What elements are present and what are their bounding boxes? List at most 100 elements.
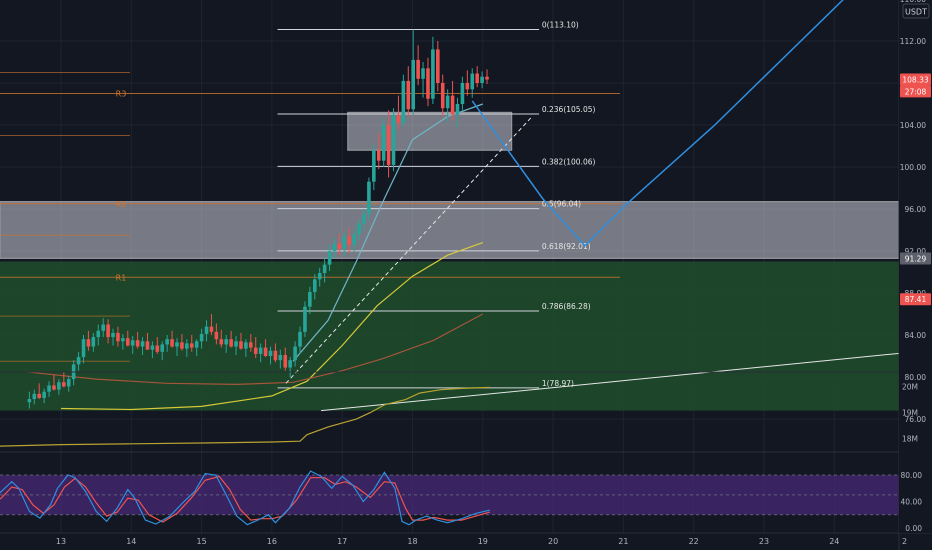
candle-body[interactable]: [401, 80, 406, 123]
candle-body[interactable]: [121, 338, 125, 342]
candle-body[interactable]: [106, 324, 110, 338]
candle-body[interactable]: [189, 343, 194, 348]
candle-body[interactable]: [37, 393, 42, 398]
candle-body[interactable]: [140, 341, 145, 347]
candle-body[interactable]: [283, 354, 288, 368]
candle-body[interactable]: [135, 340, 140, 347]
candle-body[interactable]: [455, 104, 460, 115]
candle-body[interactable]: [278, 354, 283, 361]
candle-body[interactable]: [480, 76, 484, 83]
candle-body[interactable]: [209, 326, 214, 332]
candle-body[interactable]: [391, 114, 396, 165]
candle-body[interactable]: [337, 243, 342, 249]
candle-body[interactable]: [258, 347, 263, 354]
candle-body[interactable]: [396, 114, 401, 123]
candle-body[interactable]: [273, 350, 278, 361]
candle-body[interactable]: [96, 330, 101, 338]
candle-body[interactable]: [450, 95, 455, 115]
candle-body[interactable]: [381, 125, 386, 161]
candle-body[interactable]: [317, 273, 322, 280]
candle-body[interactable]: [229, 339, 233, 347]
candle-body[interactable]: [268, 350, 273, 356]
candle-body[interactable]: [165, 339, 169, 345]
candle-body[interactable]: [194, 341, 199, 348]
candle-body[interactable]: [406, 80, 411, 110]
candle-body[interactable]: [445, 95, 450, 109]
candle-body[interactable]: [125, 338, 130, 346]
time-axis[interactable]: 13 14 15 16 17 18 19 20 21 22 23 24 2: [56, 537, 907, 546]
candle-body[interactable]: [111, 332, 115, 338]
candle-body[interactable]: [150, 345, 155, 350]
candle-body[interactable]: [440, 83, 445, 109]
candle-body[interactable]: [327, 251, 332, 265]
candle-body[interactable]: [347, 236, 352, 245]
candle-body[interactable]: [436, 49, 440, 83]
candle-body[interactable]: [160, 344, 165, 352]
candle-body[interactable]: [342, 236, 347, 249]
candle-body[interactable]: [170, 339, 174, 347]
currency-button[interactable]: [902, 3, 930, 19]
candle-body[interactable]: [263, 347, 268, 356]
candle-body[interactable]: [470, 73, 475, 90]
candle-body[interactable]: [372, 150, 376, 182]
candle-body[interactable]: [431, 49, 435, 99]
candle-body[interactable]: [465, 83, 470, 90]
projection-path[interactable]: T3: [471, 0, 916, 247]
candle-body[interactable]: [199, 333, 204, 342]
candle-body[interactable]: [57, 382, 61, 390]
candle-body[interactable]: [460, 83, 465, 104]
candle-body[interactable]: [416, 59, 420, 79]
candle-body[interactable]: [81, 339, 86, 358]
candle-body[interactable]: [312, 279, 317, 292]
candle-body[interactable]: [426, 68, 430, 99]
candle-body[interactable]: [47, 385, 51, 392]
dashed-trendline[interactable]: [285, 116, 533, 384]
candle-body[interactable]: [421, 68, 425, 79]
candle-body[interactable]: [332, 243, 337, 251]
candle-body[interactable]: [219, 339, 224, 345]
candle-body[interactable]: [66, 379, 71, 387]
candle-body[interactable]: [249, 342, 253, 348]
candle-body[interactable]: [86, 339, 91, 347]
candle-body[interactable]: [180, 342, 184, 349]
candle-body[interactable]: [42, 391, 46, 398]
candle-body[interactable]: [288, 360, 292, 368]
candle-body[interactable]: [303, 306, 307, 332]
candle-body[interactable]: [224, 339, 229, 345]
candle-body[interactable]: [293, 346, 297, 361]
candle-body[interactable]: [76, 357, 81, 365]
candle-body[interactable]: [91, 337, 96, 347]
candle-body[interactable]: [362, 214, 366, 224]
candle-body[interactable]: [234, 341, 238, 347]
candle-body[interactable]: [62, 382, 66, 387]
candle-body[interactable]: [204, 326, 209, 334]
candle-body[interactable]: [475, 73, 479, 83]
candle-body[interactable]: [308, 291, 312, 307]
candle-body[interactable]: [175, 342, 179, 347]
candle-body[interactable]: [253, 347, 258, 354]
candle-body[interactable]: [322, 264, 327, 274]
candle-body[interactable]: [145, 341, 150, 350]
solid-trendline[interactable]: [321, 352, 905, 412]
candle-body[interactable]: [376, 150, 381, 161]
candle-body[interactable]: [185, 343, 189, 349]
projection-line[interactable]: [471, 0, 897, 247]
candle-body[interactable]: [411, 59, 416, 110]
candle-body[interactable]: [357, 223, 361, 235]
candle-body[interactable]: [32, 393, 37, 400]
candle-body[interactable]: [485, 76, 489, 80]
candle-body[interactable]: [386, 125, 391, 165]
candle-body[interactable]: [27, 399, 32, 403]
candle-body[interactable]: [244, 342, 248, 349]
candle-body[interactable]: [155, 345, 160, 352]
candle-body[interactable]: [239, 341, 243, 349]
candle-body[interactable]: [101, 324, 105, 331]
candle-body[interactable]: [130, 340, 135, 346]
candle-body[interactable]: [367, 181, 371, 215]
candlestick-series[interactable]: [27, 29, 489, 409]
candle-body[interactable]: [116, 332, 120, 342]
candle-body[interactable]: [214, 331, 219, 340]
candle-body[interactable]: [298, 331, 302, 347]
candle-body[interactable]: [52, 385, 56, 390]
